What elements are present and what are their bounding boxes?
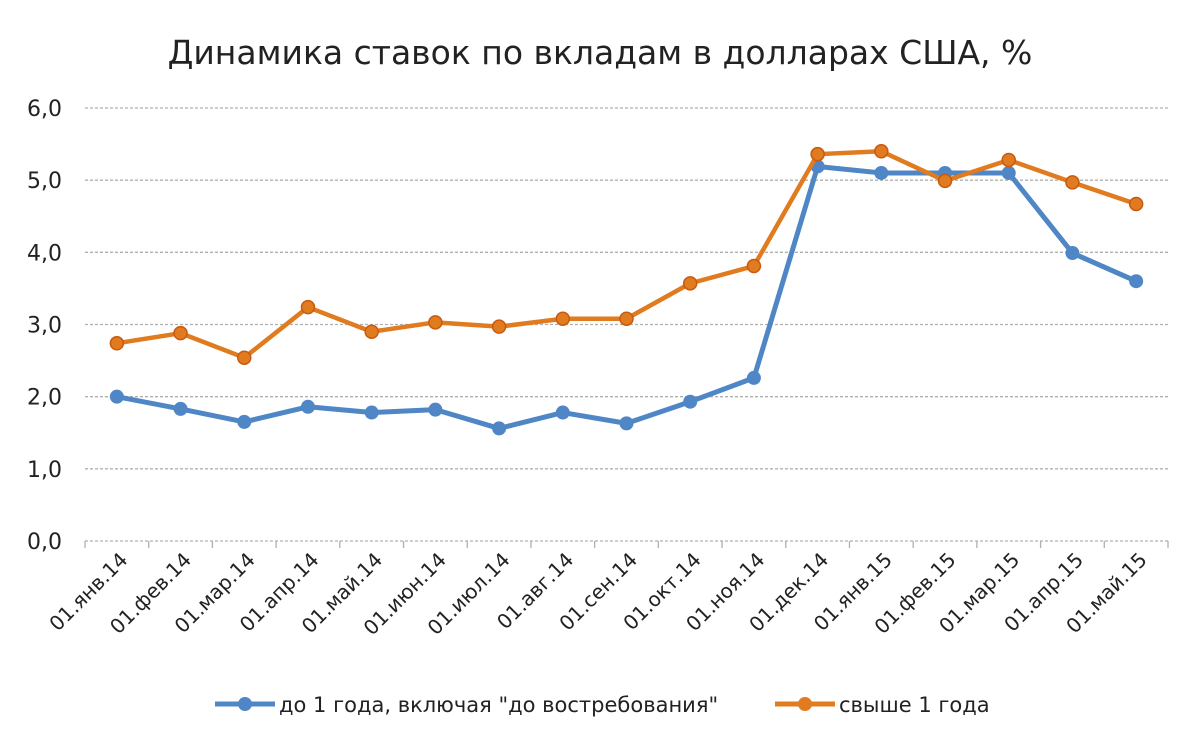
data-point xyxy=(109,389,124,404)
data-point xyxy=(1065,175,1080,190)
series-group xyxy=(109,144,1144,436)
y-tick-label: 6,0 xyxy=(27,97,62,122)
data-point xyxy=(300,399,315,414)
legend-swatch-marker xyxy=(798,697,812,711)
data-point xyxy=(683,394,698,409)
data-point xyxy=(619,311,634,326)
data-point xyxy=(619,416,634,431)
data-point xyxy=(364,324,379,339)
y-axis: 0,0 1,0 2,0 3,0 4,0 5,0 6,0 xyxy=(27,97,62,555)
data-point xyxy=(555,405,570,420)
data-point xyxy=(237,414,252,429)
y-tick-label: 1,0 xyxy=(27,458,62,483)
data-point xyxy=(1001,165,1016,180)
series-line xyxy=(116,149,1137,360)
legend: до 1 года, включая "до востребования" свы… xyxy=(215,693,990,717)
data-point xyxy=(1128,196,1144,212)
legend-label: свыше 1 года xyxy=(839,693,990,717)
data-point xyxy=(173,325,188,341)
data-point xyxy=(746,370,761,385)
y-tick-label: 0,0 xyxy=(27,530,62,555)
data-point xyxy=(428,402,443,417)
legend-swatch-marker xyxy=(238,697,252,711)
data-point xyxy=(491,319,507,334)
gridlines xyxy=(85,107,1168,542)
data-point xyxy=(1001,152,1016,168)
series-line xyxy=(116,163,1138,431)
data-point xyxy=(1065,246,1080,261)
data-point xyxy=(109,336,125,351)
data-point xyxy=(1129,274,1144,289)
legend-label: до 1 года, включая "до востребования" xyxy=(279,693,718,717)
data-point xyxy=(173,401,188,416)
data-point xyxy=(364,405,379,420)
y-tick-label: 4,0 xyxy=(27,241,62,266)
chart-title: Динамика ставок по вкладам в долларах СШ… xyxy=(168,33,1033,72)
data-point xyxy=(682,276,698,291)
data-point xyxy=(300,299,316,315)
data-point xyxy=(237,350,252,365)
data-point xyxy=(428,315,443,330)
y-tick-label: 3,0 xyxy=(27,314,62,339)
data-point xyxy=(492,421,507,436)
data-point xyxy=(810,146,825,162)
x-axis: 01.янв.1401.фев.1401.мар.1401.апр.1401.м… xyxy=(44,541,1169,640)
y-tick-label: 2,0 xyxy=(27,386,62,411)
data-point xyxy=(874,144,889,159)
data-point xyxy=(746,258,762,274)
data-point xyxy=(555,311,571,326)
data-point xyxy=(874,165,889,180)
data-point xyxy=(937,173,953,189)
y-tick-label: 5,0 xyxy=(27,169,62,194)
